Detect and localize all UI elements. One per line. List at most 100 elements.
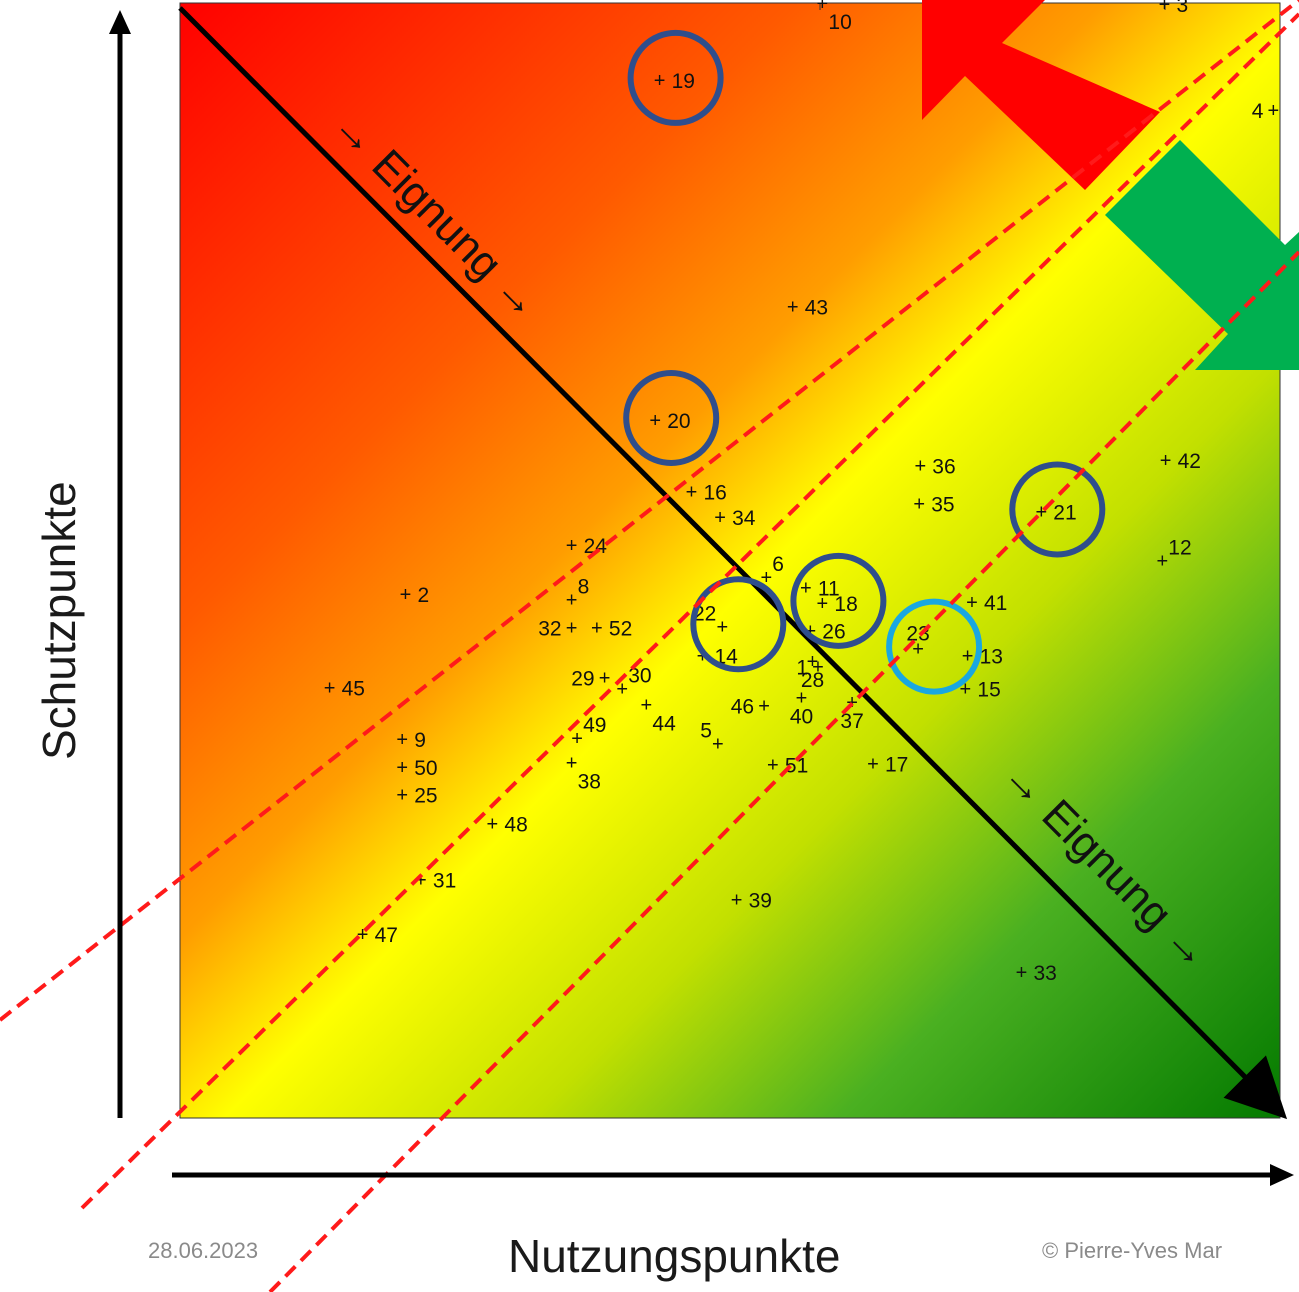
point-label: 25 (414, 785, 437, 808)
point-marker: + (566, 752, 578, 774)
point-label: 30 (628, 665, 651, 688)
point-marker: + (396, 729, 408, 751)
point-marker: + (800, 577, 812, 599)
point-15: +15 (960, 679, 1001, 702)
point-label: 17 (885, 753, 908, 776)
point-label: 26 (822, 621, 845, 644)
dashed-line-1 (0, 0, 1299, 1022)
point-label: 16 (704, 481, 727, 504)
point-label: 3 (1177, 0, 1189, 17)
point-marker: + (914, 456, 926, 478)
point-label: 52 (609, 617, 632, 640)
point-marker: + (913, 494, 925, 516)
highlight-circle-18 (790, 552, 887, 649)
point-21: +21 (1035, 501, 1076, 524)
point-25: +25 (396, 785, 437, 808)
x-axis-title: Nutzungspunkte (508, 1230, 840, 1282)
point-39: +39 (731, 889, 772, 912)
point-36: +36 (914, 456, 955, 479)
point-marker: + (712, 733, 724, 755)
point-marker: + (697, 645, 709, 667)
point-marker: + (817, 593, 829, 615)
point-50: +50 (396, 757, 437, 780)
point-label: 10 (828, 11, 851, 34)
point-marker: + (599, 668, 611, 690)
point-marker: + (649, 410, 661, 432)
point-label: 41 (984, 592, 1007, 615)
point-51: +51 (767, 755, 808, 778)
point-label: 43 (805, 296, 828, 319)
x-axis-arrowhead (1270, 1164, 1294, 1186)
point-marker: + (807, 651, 819, 673)
point-label: 44 (652, 712, 676, 735)
point-label: 48 (504, 814, 527, 837)
point-label: 4 (1252, 100, 1264, 123)
point-18: +18 (817, 593, 858, 616)
point-marker: + (324, 678, 336, 700)
point-label: 34 (732, 507, 756, 530)
point-label: 38 (578, 770, 601, 793)
highlight-circle-22 (690, 576, 787, 673)
point-marker: + (487, 814, 499, 836)
point-marker: + (616, 679, 628, 701)
point-48: +48 (487, 814, 528, 837)
point-marker: + (812, 656, 824, 678)
point-9: +9 (396, 729, 426, 752)
point-label: 2 (418, 584, 430, 607)
point-label: 21 (1053, 501, 1076, 524)
point-3: +3 (1159, 0, 1189, 17)
point-label: 13 (980, 645, 1003, 668)
point-marker: + (758, 695, 770, 717)
point-marker: + (566, 617, 578, 639)
point-label: 47 (375, 924, 398, 947)
point-10: +10 (817, 0, 852, 34)
point-24: +24 (566, 535, 608, 558)
point-40: +40 (790, 688, 813, 729)
point-6: +6 (760, 553, 784, 589)
point-marker: + (566, 590, 578, 612)
point-label: 35 (931, 494, 954, 517)
point-label: 6 (772, 553, 784, 576)
point-marker: + (1160, 450, 1172, 472)
point-marker: + (1016, 962, 1028, 984)
point-11: +11 (800, 577, 840, 600)
point-label: 9 (414, 729, 426, 752)
point-16: +16 (686, 481, 727, 504)
highlight-circle-20 (623, 370, 720, 467)
highlight-circle-21 (1009, 461, 1106, 558)
point-33: +33 (1016, 962, 1057, 985)
point-label: 40 (790, 706, 813, 729)
plot-border (179, 2, 1281, 1119)
point-38: +38 (566, 752, 601, 793)
point-label: 39 (749, 889, 772, 912)
point-label: 11 (818, 577, 840, 600)
point-marker: + (396, 757, 408, 779)
point-label: 19 (672, 70, 695, 93)
point-label: 31 (433, 869, 456, 892)
point-label: 49 (583, 714, 606, 737)
point-1: +1 (796, 656, 824, 679)
eignung-diagonal-line (178, 6, 1288, 1120)
point-label: 50 (414, 757, 437, 780)
point-26: +26 (804, 621, 845, 644)
point-5: +5 (700, 719, 724, 755)
point-marker: + (714, 507, 726, 529)
point-47: +47 (357, 924, 398, 947)
point-marker: + (796, 688, 808, 710)
point-label: 36 (932, 456, 955, 479)
point-label: 20 (667, 410, 690, 433)
point-12: +12 (1156, 537, 1191, 573)
point-marker: + (767, 755, 779, 777)
point-34: +34 (714, 507, 756, 530)
point-marker: + (654, 70, 666, 92)
point-43: +43 (787, 296, 828, 319)
point-marker: + (960, 679, 972, 701)
highlight-circles-layer (623, 29, 1106, 695)
point-label: 29 (571, 668, 594, 691)
point-marker: + (396, 785, 408, 807)
point-4: +4 (1252, 100, 1280, 123)
dashed-line-3 (268, 250, 1299, 1292)
point-marker: + (846, 692, 858, 714)
point-marker: + (966, 592, 978, 614)
